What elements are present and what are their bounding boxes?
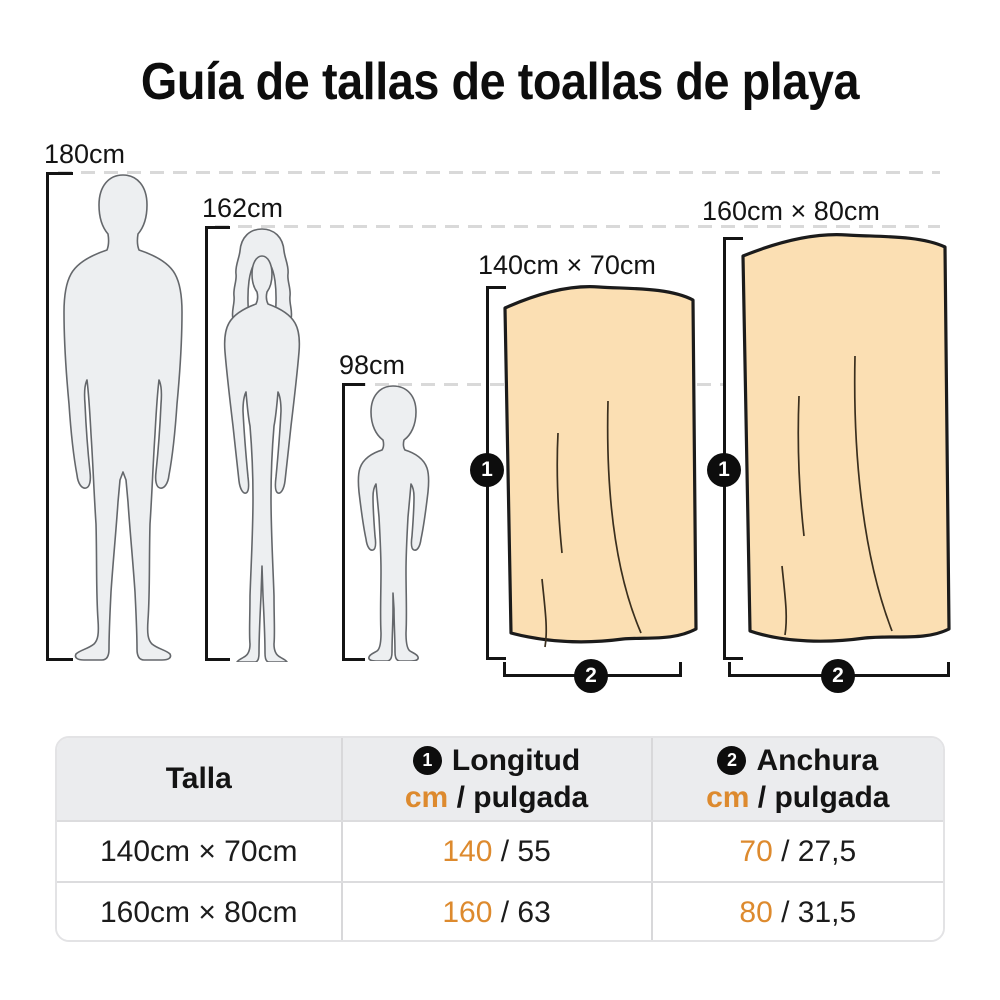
unit-cm: cm xyxy=(404,781,449,814)
header-length-label: Longitud xyxy=(451,743,581,777)
table-header-row: Talla 1 Longitud cm / pulgada 2 Anchura … xyxy=(57,738,943,820)
height-label-woman: 162cm xyxy=(202,193,284,223)
length-badge: 1 xyxy=(707,453,741,487)
towel-large-size-label: 160cm × 80cm xyxy=(702,196,880,226)
bracket-cap xyxy=(46,658,73,661)
height-bracket-man xyxy=(46,172,49,661)
width-cm-value: 80 xyxy=(739,895,773,929)
unit-pulgada: / pulgada xyxy=(749,781,890,814)
towel-small-illustration xyxy=(503,285,698,648)
length-in-value: / 63 xyxy=(492,895,551,929)
badge-2-icon: 2 xyxy=(717,745,747,775)
cell-width: 70 / 27,5 xyxy=(650,822,943,881)
bracket-cap xyxy=(486,657,506,660)
unit-pulgada: / pulgada xyxy=(448,781,589,814)
size-value: 160cm × 80cm xyxy=(99,895,298,929)
table-header-length: 1 Longitud cm / pulgada xyxy=(340,738,651,820)
width-badge: 2 xyxy=(821,659,855,693)
bracket-cap xyxy=(342,383,365,386)
dashed-guide-line-162cm xyxy=(215,225,940,228)
towel-small-size-label: 140cm × 70cm xyxy=(478,250,656,280)
length-cm-value: 140 xyxy=(442,834,493,868)
bracket-cap xyxy=(947,662,950,677)
towel-large-length-line xyxy=(723,237,726,660)
woman-silhouette xyxy=(223,228,301,662)
badge-1-icon: 1 xyxy=(412,745,442,775)
length-badge: 1 xyxy=(470,453,504,487)
bracket-cap xyxy=(723,657,743,660)
table-row: 140cm × 70cm 140 / 55 70 / 27,5 xyxy=(57,820,943,881)
cell-length: 140 / 55 xyxy=(340,822,651,881)
child-silhouette xyxy=(357,385,430,661)
page-title-wrap: Guía de tallas de toallas de playa xyxy=(0,52,1000,112)
size-table: Talla 1 Longitud cm / pulgada 2 Anchura … xyxy=(55,736,945,942)
bracket-cap xyxy=(679,662,682,677)
bracket-cap xyxy=(723,237,743,240)
width-in-value: / 31,5 xyxy=(772,895,857,929)
bracket-cap xyxy=(46,172,73,175)
length-cm-value: 160 xyxy=(442,895,493,929)
length-in-value: / 55 xyxy=(492,834,551,868)
height-bracket-woman xyxy=(205,226,208,661)
page-title: Guía de tallas de toallas de playa xyxy=(140,53,860,111)
table-header-width: 2 Anchura cm / pulgada xyxy=(650,738,943,820)
table-row: 160cm × 80cm 160 / 63 80 / 31,5 xyxy=(57,881,943,940)
header-size-label: Talla xyxy=(165,762,232,796)
bracket-cap xyxy=(342,658,365,661)
cell-width: 80 / 31,5 xyxy=(650,883,943,940)
size-value: 140cm × 70cm xyxy=(99,834,298,868)
table-header-size: Talla xyxy=(57,738,341,820)
width-cm-value: 70 xyxy=(739,834,773,868)
height-bracket-child xyxy=(342,383,345,661)
unit-cm: cm xyxy=(706,781,750,814)
height-label-man: 180cm xyxy=(44,139,126,169)
towel-large-illustration xyxy=(741,233,951,643)
cell-length: 160 / 63 xyxy=(340,883,651,940)
bracket-cap xyxy=(503,662,506,677)
width-badge: 2 xyxy=(574,659,608,693)
height-label-child: 98cm xyxy=(339,350,406,380)
bracket-cap xyxy=(728,662,731,677)
width-in-value: / 27,5 xyxy=(772,834,857,868)
dashed-guide-line-180cm xyxy=(58,171,940,174)
header-width-label: Anchura xyxy=(756,743,879,777)
bracket-cap xyxy=(205,226,230,229)
cell-size: 140cm × 70cm xyxy=(57,822,341,881)
man-silhouette xyxy=(63,174,183,661)
bracket-cap xyxy=(205,658,230,661)
bracket-cap xyxy=(486,286,506,289)
cell-size: 160cm × 80cm xyxy=(57,883,341,940)
